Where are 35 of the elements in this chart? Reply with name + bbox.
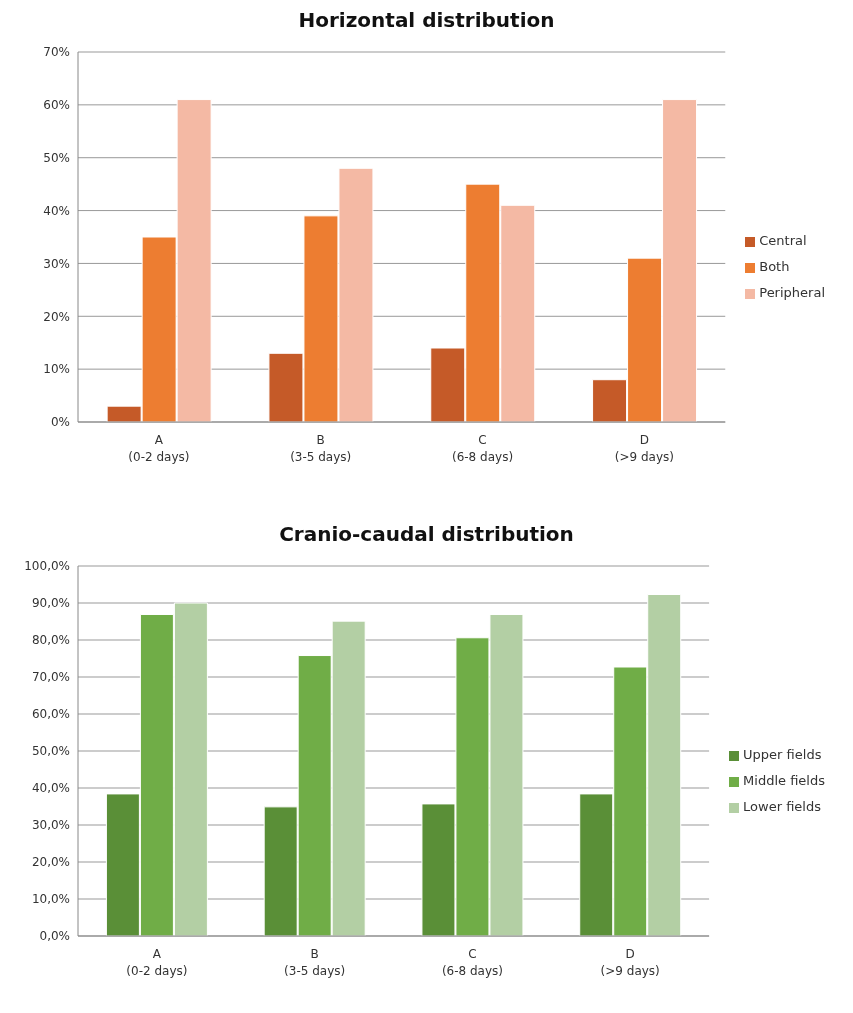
y-tick-label: 20% [43,309,70,324]
legend-label: Peripheral [759,285,825,300]
y-tick-label: 0,0% [39,929,70,944]
y-tick-label: 50,0% [31,744,70,759]
chart-title: Cranio-caudal distribution [278,522,575,546]
y-tick-label: 70% [43,45,70,60]
y-tick-label: 40,0% [31,781,70,796]
y-tick-label: 70,0% [31,670,70,685]
y-tick-label: 60,0% [31,707,70,722]
y-tick-label: 10% [43,362,70,377]
x-tick-label: B (3-5 days) [284,947,346,978]
legend-label: Both [759,259,790,274]
y-tick-label: 80,0% [31,633,70,648]
y-tick-label: 30% [43,256,70,271]
legend-label: Central [759,233,807,248]
y-tick-label: 30,0% [31,818,70,833]
legend-label: Lower fields [743,799,821,814]
legend-label: Middle fields [743,773,825,788]
y-tick-label: 100,0% [24,559,70,574]
y-tick-label: 60% [43,98,70,113]
y-tick-label: 50% [43,150,70,165]
legend-label: Upper fields [743,747,822,762]
x-tick-label: A (0-2 days) [128,433,190,464]
y-tick-label: 90,0% [31,596,70,611]
x-tick-label: C (6-8 days) [451,433,514,464]
y-tick-label: 0% [50,415,70,430]
x-tick-label: B (3-5 days) [290,433,352,464]
x-tick-label: D (>9 days) [600,947,660,978]
y-tick-label: 40% [43,203,70,218]
x-tick-label: A (0-2 days) [126,947,188,978]
x-tick-label: D (>9 days) [614,433,674,464]
chart-title: Horizontal distribution [297,8,556,32]
x-tick-label: C (6-8 days) [441,947,503,978]
y-tick-label: 20,0% [31,855,70,870]
y-tick-label: 10,0% [31,892,70,907]
